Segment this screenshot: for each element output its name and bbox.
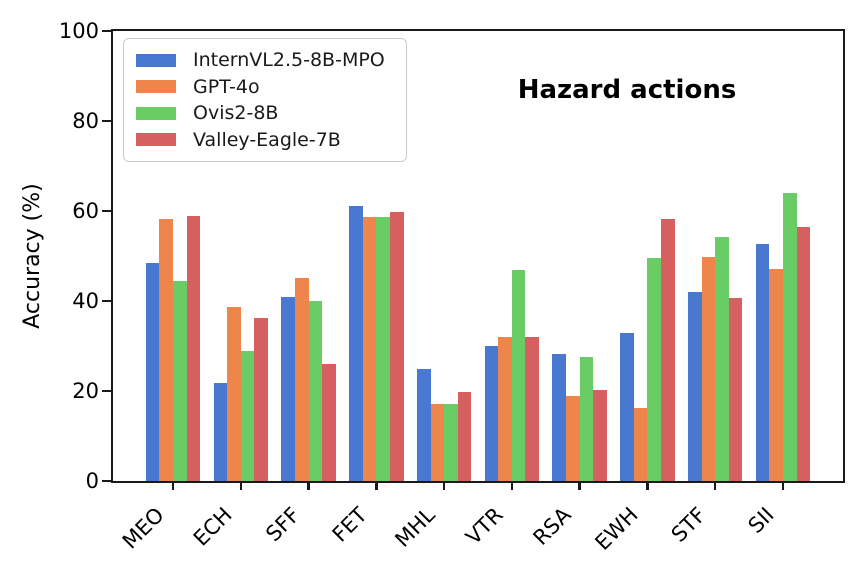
bar-EWH-InternVL2.5-8B-MPO — [620, 332, 634, 481]
x-tick-mark — [442, 481, 446, 490]
bar-FET-Ovis2-8B — [376, 217, 390, 481]
x-tick-mark — [781, 481, 785, 490]
bar-VTR-GPT-4o — [498, 337, 512, 481]
x-tick-mark — [713, 481, 717, 490]
legend-swatch — [136, 106, 176, 120]
y-tick-mark — [102, 29, 111, 33]
y-tick-mark — [102, 299, 111, 303]
legend-item: InternVL2.5-8B-MPO — [136, 47, 406, 73]
bar-FET-Valley-Eagle-7B — [389, 211, 404, 481]
legend-item: GPT-4o — [136, 74, 406, 100]
bar-ECH-Ovis2-8B — [240, 350, 255, 481]
bar-MEO-Ovis2-8B — [173, 281, 187, 481]
bar-MEO-GPT-4o — [159, 219, 173, 481]
bar-STF-Valley-Eagle-7B — [728, 297, 743, 481]
bar-RSA-Valley-Eagle-7B — [593, 390, 607, 481]
x-tick-mark — [510, 481, 514, 490]
bar-VTR-Valley-Eagle-7B — [525, 337, 540, 481]
bar-STF-InternVL2.5-8B-MPO — [688, 291, 702, 481]
bar-VTR-Ovis2-8B — [511, 269, 526, 481]
bar-MHL-InternVL2.5-8B-MPO — [416, 369, 431, 481]
y-tick-mark — [102, 389, 111, 393]
bar-FET-InternVL2.5-8B-MPO — [349, 206, 363, 481]
y-tick-label: 40 — [72, 289, 99, 313]
bar-SFF-Ovis2-8B — [308, 301, 323, 481]
x-tick-mark — [239, 481, 243, 490]
bar-SII-GPT-4o — [769, 269, 783, 481]
legend-label: Valley-Eagle-7B — [193, 128, 341, 151]
legend-swatch — [136, 80, 176, 94]
x-tick-mark — [375, 481, 378, 490]
bar-RSA-InternVL2.5-8B-MPO — [552, 354, 567, 481]
bar-MEO-Valley-Eagle-7B — [186, 215, 201, 481]
bar-SII-Ovis2-8B — [783, 193, 797, 481]
bar-STF-Ovis2-8B — [715, 237, 729, 481]
bar-RSA-Ovis2-8B — [579, 357, 594, 481]
y-tick-label: 20 — [72, 379, 99, 403]
legend-item: Ovis2-8B — [136, 100, 406, 126]
legend-item: Valley-Eagle-7B — [136, 127, 406, 153]
bar-MHL-GPT-4o — [430, 403, 445, 481]
y-tick-label: 100 — [58, 19, 99, 43]
x-tick-mark — [578, 481, 581, 490]
bar-SFF-Valley-Eagle-7B — [322, 364, 336, 481]
bar-ECH-GPT-4o — [227, 306, 241, 481]
y-tick-label: 80 — [72, 109, 99, 133]
bar-SFF-GPT-4o — [294, 277, 309, 481]
legend-label: GPT-4o — [193, 75, 260, 98]
bar-RSA-GPT-4o — [566, 395, 580, 481]
legend-swatch — [136, 133, 176, 147]
bar-SII-InternVL2.5-8B-MPO — [755, 243, 770, 481]
x-tick-mark — [307, 481, 310, 490]
y-tick-mark — [102, 209, 111, 213]
legend-label: Ovis2-8B — [193, 102, 279, 125]
plot-area: Hazard actions InternVL2.5-8B-MPO GPT-4o O… — [59, 19, 845, 555]
y-tick-label: 0 — [85, 469, 99, 493]
bar-MHL-Valley-Eagle-7B — [457, 391, 472, 481]
y-axis-label: Accuracy (%) — [20, 183, 45, 329]
bar-ECH-Valley-Eagle-7B — [254, 317, 268, 481]
bar-MHL-Ovis2-8B — [444, 403, 458, 481]
bar-STF-GPT-4o — [701, 257, 716, 481]
x-tick-mark — [646, 481, 649, 490]
bar-MEO-InternVL2.5-8B-MPO — [145, 263, 160, 481]
legend-label: InternVL2.5-8B-MPO — [193, 49, 385, 71]
x-tick-mark — [171, 481, 175, 490]
bar-FET-GPT-4o — [362, 217, 377, 481]
legend: InternVL2.5-8B-MPO GPT-4o Ovis2-8B Valley-E… — [123, 38, 407, 162]
y-tick-mark — [102, 479, 111, 483]
bar-EWH-GPT-4o — [633, 407, 648, 481]
chart-title: Hazard actions — [517, 75, 737, 105]
legend-swatch — [136, 53, 176, 67]
bar-SFF-InternVL2.5-8B-MPO — [281, 296, 295, 481]
bar-SII-Valley-Eagle-7B — [796, 227, 811, 481]
bar-ECH-InternVL2.5-8B-MPO — [213, 382, 228, 481]
y-tick-label: 60 — [72, 199, 99, 223]
bar-EWH-Valley-Eagle-7B — [661, 219, 675, 481]
bar-EWH-Ovis2-8B — [647, 257, 662, 481]
bar-VTR-InternVL2.5-8B-MPO — [484, 346, 499, 481]
y-tick-mark — [102, 119, 111, 123]
